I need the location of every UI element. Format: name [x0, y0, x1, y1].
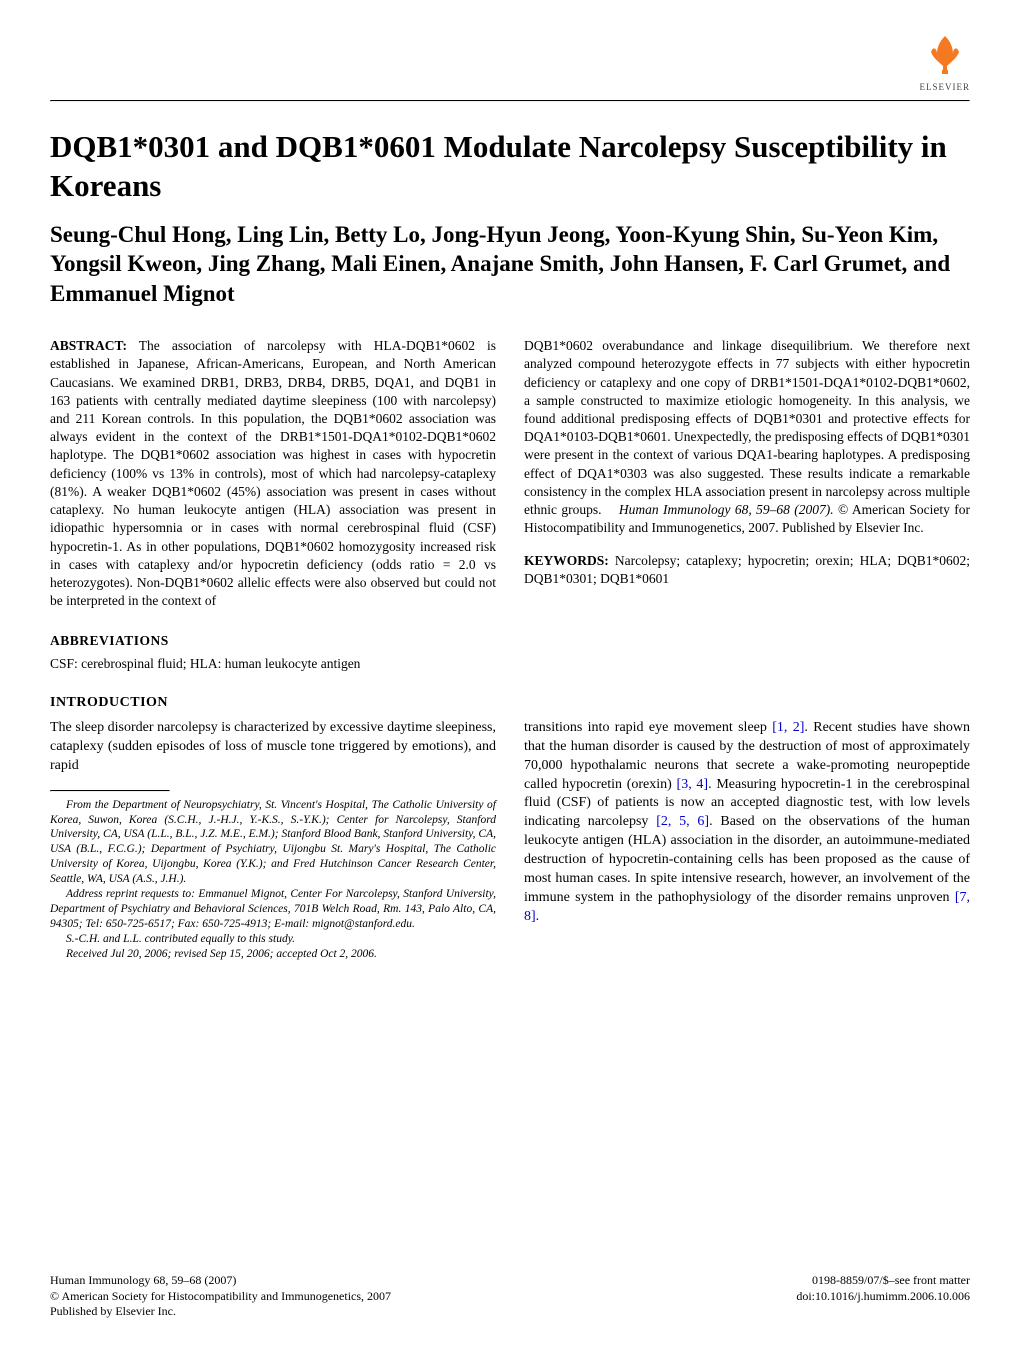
footer-right: 0198-8859/07/$–see front matter doi:10.1…: [796, 1273, 970, 1320]
abstract-right-text: DQB1*0602 overabundance and linkage dise…: [524, 338, 970, 517]
introduction-heading: INTRODUCTION: [50, 695, 970, 711]
footer-left: Human Immunology 68, 59–68 (2007) © Amer…: [50, 1273, 391, 1320]
footer-issn: 0198-8859/07/$–see front matter: [796, 1273, 970, 1289]
footer-journal-info: Human Immunology 68, 59–68 (2007): [50, 1273, 391, 1289]
abstract-left-column: ABSTRACT: The association of narcolepsy …: [50, 337, 496, 673]
introduction-left-column: The sleep disorder narcolepsy is charact…: [50, 719, 496, 962]
abbreviations-text: CSF: cerebrospinal fluid; HLA: human leu…: [50, 655, 496, 673]
contribution-footnote: S.-C.H. and L.L. contributed equally to …: [50, 932, 496, 947]
footer-publisher: Published by Elsevier Inc.: [50, 1304, 391, 1320]
reference-link-1-2[interactable]: [1, 2]: [772, 720, 804, 735]
introduction-columns: The sleep disorder narcolepsy is charact…: [50, 719, 970, 962]
abstract-left-text: The association of narcolepsy with HLA-D…: [50, 338, 496, 608]
article-title: DQB1*0301 and DQB1*0601 Modulate Narcole…: [50, 128, 970, 206]
abstract-citation: Human Immunology 68, 59–68 (2007).: [619, 502, 834, 517]
footer-doi: doi:10.1016/j.humimm.2006.10.006: [796, 1289, 970, 1305]
reference-link-3-4[interactable]: [3, 4]: [677, 777, 709, 792]
intro-seg-1: transitions into rapid eye movement slee…: [524, 720, 772, 735]
reference-link-2-5-6[interactable]: [2, 5, 6]: [656, 814, 709, 829]
introduction-left-text: The sleep disorder narcolepsy is charact…: [50, 719, 496, 776]
abbreviations-heading: ABBREVIATIONS: [50, 632, 496, 650]
footnote-rule: [50, 790, 170, 792]
intro-seg-5: .: [536, 909, 540, 924]
elsevier-tree-icon: [923, 30, 967, 78]
abstract-right-column: DQB1*0602 overabundance and linkage dise…: [524, 337, 970, 673]
affiliations-footnote: From the Department of Neuropsychiatry, …: [50, 798, 496, 888]
page-footer: Human Immunology 68, 59–68 (2007) © Amer…: [50, 1273, 970, 1320]
publisher-logo-block: ELSEVIER: [920, 30, 971, 92]
introduction-right-paragraph: transitions into rapid eye movement slee…: [524, 719, 970, 927]
received-footnote: Received Jul 20, 2006; revised Sep 15, 2…: [50, 947, 496, 962]
introduction-right-column: transitions into rapid eye movement slee…: [524, 719, 970, 962]
keywords-paragraph: KEYWORDS: Narcolepsy; cataplexy; hypocre…: [524, 552, 970, 588]
footer-journal-line: Human Immunology 68, 59–68 (2007): [50, 1273, 236, 1287]
abstract-columns: ABSTRACT: The association of narcolepsy …: [50, 337, 970, 673]
author-list: Seung-Chul Hong, Ling Lin, Betty Lo, Jon…: [50, 220, 970, 310]
correspondence-footnote: Address reprint requests to: Emmanuel Mi…: [50, 887, 496, 932]
footer-copyright: © American Society for Histocompatibilit…: [50, 1289, 391, 1305]
abstract-paragraph-left: ABSTRACT: The association of narcolepsy …: [50, 337, 496, 610]
keywords-label: KEYWORDS:: [524, 553, 609, 568]
header-rule: [50, 100, 970, 102]
abstract-label: ABSTRACT:: [50, 338, 127, 353]
abstract-paragraph-right: DQB1*0602 overabundance and linkage dise…: [524, 337, 970, 537]
publisher-name: ELSEVIER: [920, 82, 971, 92]
